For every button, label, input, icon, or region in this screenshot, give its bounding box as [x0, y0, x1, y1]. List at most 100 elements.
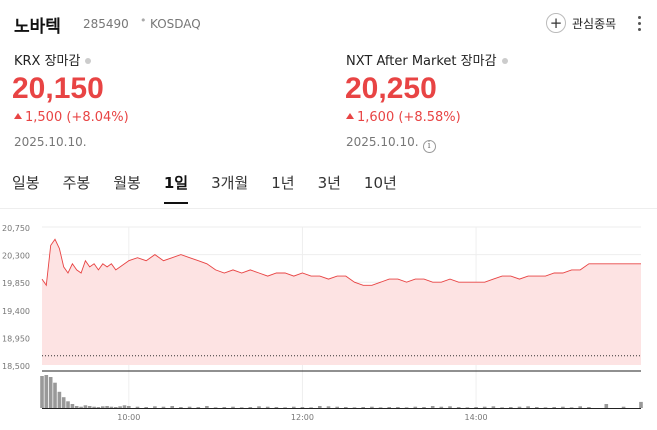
volume-bar: [127, 406, 131, 408]
volume-bar: [283, 407, 287, 408]
volume-bar: [552, 407, 556, 408]
volume-bar: [196, 407, 201, 408]
info-icon[interactable]: i: [422, 139, 436, 153]
volume-bar: [248, 407, 253, 408]
volume-bar: [344, 407, 348, 408]
nxt-date: 2025.10.10.: [346, 135, 419, 149]
nxt-change-row: 1,600 (+8.58%): [346, 110, 461, 125]
nxt-change: 1,600: [357, 110, 395, 125]
y-tick-label: 18,950: [2, 334, 30, 343]
volume-bar: [509, 407, 513, 408]
volume-bar: [500, 407, 504, 408]
volume-bar: [526, 406, 530, 408]
volume-bar: [604, 404, 609, 408]
volume-bar: [70, 404, 75, 408]
volume-bar: [239, 407, 244, 408]
volume-bar: [114, 407, 118, 408]
y-tick-label: 19,400: [2, 307, 30, 316]
volume-bar: [170, 406, 174, 408]
krx-change-pct: (+8.04%): [66, 110, 129, 125]
volume-bar: [587, 407, 591, 408]
volume-bar: [61, 397, 66, 408]
krx-market-label-row: KRX 장마감: [14, 50, 92, 69]
krx-date: 2025.10.10.: [14, 135, 87, 149]
plus-icon: +: [546, 13, 566, 33]
krx-change: 1,500: [25, 110, 63, 125]
stock-name: 노바텍: [14, 17, 61, 37]
tab-3year[interactable]: 3년: [317, 174, 341, 192]
volume-bar: [569, 407, 574, 408]
volume-bar: [87, 406, 92, 408]
watchlist-label: 관심종목: [572, 16, 617, 31]
volume-bar: [96, 407, 101, 408]
volume-bar: [335, 406, 339, 408]
volume-bar: [387, 407, 391, 408]
volume-bar: [535, 407, 539, 408]
volume-bar: [74, 406, 79, 408]
y-tick-label: 19,850: [2, 279, 30, 288]
volume-bar: [361, 407, 365, 408]
volume-bar: [292, 406, 296, 408]
volume-bar: [482, 406, 487, 408]
more-menu-button[interactable]: [632, 10, 646, 36]
volume-bar: [48, 377, 53, 408]
volume-bar: [101, 406, 105, 408]
tab-10year[interactable]: 10년: [363, 174, 397, 192]
nxt-price: 20,250: [345, 72, 437, 105]
header-separator: •: [140, 14, 147, 27]
nxt-market-label-row: NXT After Market 장마감: [346, 50, 508, 69]
tab-daily[interactable]: 일봉: [12, 174, 40, 192]
volume-bar: [57, 391, 62, 408]
volume-bar: [456, 407, 461, 408]
volume-bar: [122, 405, 127, 408]
volume-bar: [83, 405, 88, 408]
volume-bar: [370, 406, 374, 408]
volume-bar: [318, 406, 322, 408]
volume-bar: [135, 406, 140, 408]
tab-1year[interactable]: 1년: [271, 174, 295, 192]
volume-bar: [79, 406, 83, 408]
market-name: KOSDAQ: [150, 17, 201, 31]
stock-code: 285490: [83, 17, 129, 31]
volume-bar: [105, 406, 109, 408]
up-triangle-icon: [346, 113, 354, 119]
tab-monthly[interactable]: 월봉: [113, 174, 141, 192]
watchlist-button[interactable]: + 관심종목: [546, 12, 632, 34]
tab-weekly[interactable]: 주봉: [62, 174, 91, 192]
tab-3month[interactable]: 3개월: [211, 174, 249, 192]
price-line: [41, 238, 641, 287]
volume-bar: [326, 406, 331, 408]
volume-bar: [561, 406, 565, 408]
volume-bar: [274, 407, 279, 408]
volume-bar: [465, 407, 470, 408]
intraday-chart[interactable]: 20,750 20,300 19,850 19,400 18,950 18,500 10:…: [0, 215, 657, 430]
nxt-change-pct: (+8.58%): [398, 110, 461, 125]
x-tick-label: 12:00: [291, 413, 314, 422]
volume-bar: [179, 407, 183, 408]
volume-bar: [578, 406, 582, 408]
volume-bar: [109, 406, 114, 408]
more-dots-icon: [637, 15, 641, 19]
volume-bar: [187, 406, 192, 408]
volume-bar: [474, 407, 478, 408]
market-status-dot-icon: [501, 57, 508, 64]
volume-bar: [491, 406, 496, 408]
volume-bar: [231, 406, 235, 408]
krx-market-label: KRX 장마감: [14, 54, 81, 69]
period-tabs: 일봉 주봉 월봉 1일 3개월 1년 3년 10년: [12, 172, 420, 204]
volume-bar: [66, 401, 70, 408]
nxt-date-row: 2025.10.10. i: [346, 135, 436, 153]
tab-1day[interactable]: 1일: [163, 172, 189, 204]
volume-bar: [161, 406, 166, 408]
volume-bar: [404, 407, 409, 408]
volume-bar: [543, 407, 548, 408]
y-tick-label: 18,500: [2, 362, 30, 371]
volume-bar: [396, 407, 400, 408]
krx-price: 20,150: [12, 72, 104, 105]
volume-bar: [118, 406, 122, 408]
volume-bar: [448, 406, 452, 408]
volume-bar: [265, 406, 270, 408]
volume-bar: [213, 407, 218, 408]
volume-bar: [639, 401, 643, 408]
tabs-divider: [0, 208, 657, 209]
